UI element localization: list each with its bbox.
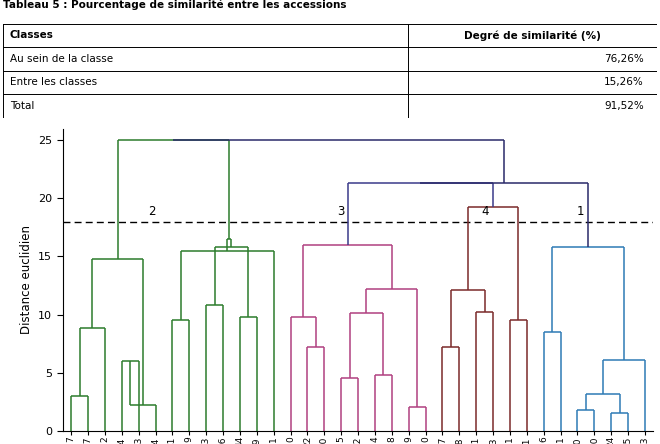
- Text: Degré de similarité (%): Degré de similarité (%): [464, 30, 601, 40]
- Text: Au sein de la classe: Au sein de la classe: [10, 54, 113, 64]
- Text: 15,26%: 15,26%: [604, 77, 643, 87]
- Text: Tableau 5 : Pourcentage de similarité entre les accessions: Tableau 5 : Pourcentage de similarité en…: [3, 0, 346, 11]
- Text: Entre les classes: Entre les classes: [10, 77, 97, 87]
- Text: 91,52%: 91,52%: [604, 101, 643, 111]
- Text: 4: 4: [481, 205, 488, 218]
- Text: 76,26%: 76,26%: [604, 54, 643, 64]
- Y-axis label: Distance euclidien: Distance euclidien: [20, 225, 32, 334]
- Text: 3: 3: [337, 205, 345, 218]
- Text: Total: Total: [10, 101, 34, 111]
- Text: 2: 2: [148, 205, 156, 218]
- Text: Classes: Classes: [10, 30, 53, 40]
- Text: 1: 1: [577, 205, 585, 218]
